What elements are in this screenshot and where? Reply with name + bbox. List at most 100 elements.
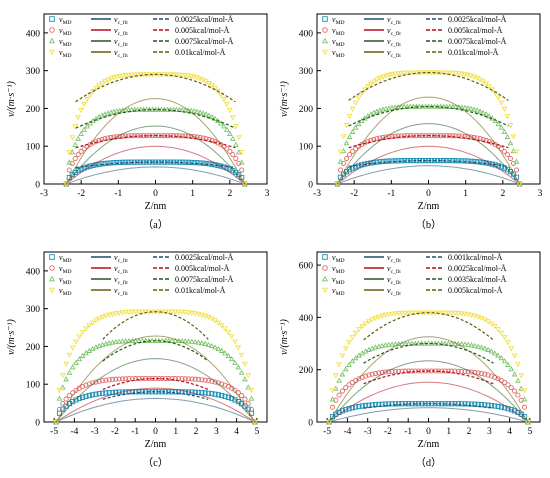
data-point bbox=[167, 106, 174, 112]
data-point bbox=[395, 133, 401, 139]
data-point bbox=[192, 389, 198, 395]
fit-curve-c bbox=[55, 358, 256, 423]
x-tick-label: 1 bbox=[446, 427, 451, 437]
y-tick-label: 400 bbox=[26, 267, 41, 277]
data-point bbox=[182, 338, 189, 344]
data-point bbox=[502, 379, 508, 386]
data-point bbox=[362, 321, 369, 327]
data-point bbox=[459, 158, 465, 164]
y-tick-label: 400 bbox=[299, 29, 314, 39]
data-point bbox=[66, 167, 72, 173]
data-point bbox=[205, 390, 212, 396]
data-point bbox=[182, 310, 189, 316]
data-point bbox=[389, 133, 395, 139]
fit-curve-c bbox=[328, 336, 529, 423]
data-point bbox=[66, 393, 72, 399]
data-point bbox=[72, 124, 79, 130]
data-point bbox=[206, 112, 212, 118]
data-point bbox=[485, 402, 491, 408]
data-point bbox=[372, 315, 379, 322]
fit-curve-c bbox=[65, 97, 246, 185]
data-point bbox=[83, 393, 89, 399]
data-point bbox=[93, 85, 99, 92]
legend-marker bbox=[322, 265, 328, 271]
data-point bbox=[119, 376, 125, 382]
data-point bbox=[462, 104, 468, 110]
data-point bbox=[99, 315, 106, 321]
y-tick-label: 400 bbox=[299, 314, 314, 324]
data-point bbox=[449, 368, 455, 374]
data-point bbox=[343, 123, 350, 129]
data-point bbox=[453, 133, 459, 139]
data-point bbox=[53, 419, 60, 426]
fit-curve-c bbox=[65, 145, 246, 185]
legend-md-label: vMD bbox=[332, 48, 345, 59]
legend-marker bbox=[49, 254, 55, 260]
data-point bbox=[380, 74, 386, 80]
fit-curve-w bbox=[348, 106, 509, 127]
data-point bbox=[515, 377, 521, 383]
data-point bbox=[215, 345, 222, 352]
data-point bbox=[443, 103, 450, 109]
data-point bbox=[192, 311, 199, 317]
data-point bbox=[199, 390, 205, 396]
data-point bbox=[383, 73, 389, 79]
data-point bbox=[106, 340, 113, 346]
data-point bbox=[511, 353, 518, 359]
data-point bbox=[442, 368, 448, 374]
fit-curve-c bbox=[337, 123, 520, 185]
x-tick-label: 1 bbox=[173, 427, 178, 437]
data-point bbox=[486, 160, 492, 167]
data-point bbox=[471, 106, 477, 112]
data-point bbox=[445, 340, 452, 346]
data-point bbox=[352, 330, 359, 336]
series-1 bbox=[63, 159, 248, 187]
data-point bbox=[188, 159, 194, 165]
data-point bbox=[379, 313, 386, 319]
data-point bbox=[442, 310, 448, 316]
data-point bbox=[343, 407, 349, 413]
data-point bbox=[359, 324, 366, 330]
data-point bbox=[501, 106, 508, 112]
data-point bbox=[477, 159, 483, 165]
data-point bbox=[364, 84, 371, 90]
data-point bbox=[209, 391, 215, 397]
x-tick-label: 2 bbox=[500, 189, 505, 199]
data-point bbox=[84, 123, 90, 129]
data-point bbox=[468, 134, 474, 140]
data-point bbox=[66, 369, 73, 375]
legend-c-label: vc_fit bbox=[387, 48, 401, 59]
data-point bbox=[455, 401, 461, 407]
legend-marker bbox=[321, 49, 329, 56]
data-point bbox=[366, 372, 372, 378]
data-point bbox=[198, 340, 205, 346]
data-point bbox=[326, 419, 333, 426]
x-tick-label: -2 bbox=[350, 189, 358, 199]
data-point bbox=[245, 400, 251, 407]
data-point bbox=[409, 368, 415, 374]
data-point bbox=[179, 133, 185, 139]
data-point bbox=[462, 158, 468, 164]
data-point bbox=[122, 73, 129, 79]
data-point bbox=[248, 387, 255, 394]
data-point bbox=[455, 311, 462, 317]
data-point bbox=[242, 396, 248, 402]
data-point bbox=[182, 133, 188, 139]
legend: vMD vc_fit 0.001kcal/mol-Å vMD vc_fit 0.0025k… bbox=[321, 253, 507, 297]
data-point bbox=[504, 133, 511, 140]
data-point bbox=[225, 329, 232, 336]
fit-curve-c bbox=[336, 96, 521, 185]
data-point bbox=[349, 128, 356, 134]
data-point bbox=[212, 85, 218, 92]
data-point bbox=[407, 70, 414, 76]
data-point bbox=[505, 382, 511, 388]
data-point bbox=[205, 378, 212, 384]
data-point bbox=[389, 401, 395, 407]
data-point bbox=[358, 117, 365, 124]
series-2 bbox=[334, 133, 523, 187]
data-point bbox=[402, 340, 409, 346]
data-point bbox=[392, 401, 398, 407]
data-point bbox=[521, 388, 528, 394]
data-point bbox=[86, 323, 93, 329]
data-point bbox=[346, 340, 352, 346]
